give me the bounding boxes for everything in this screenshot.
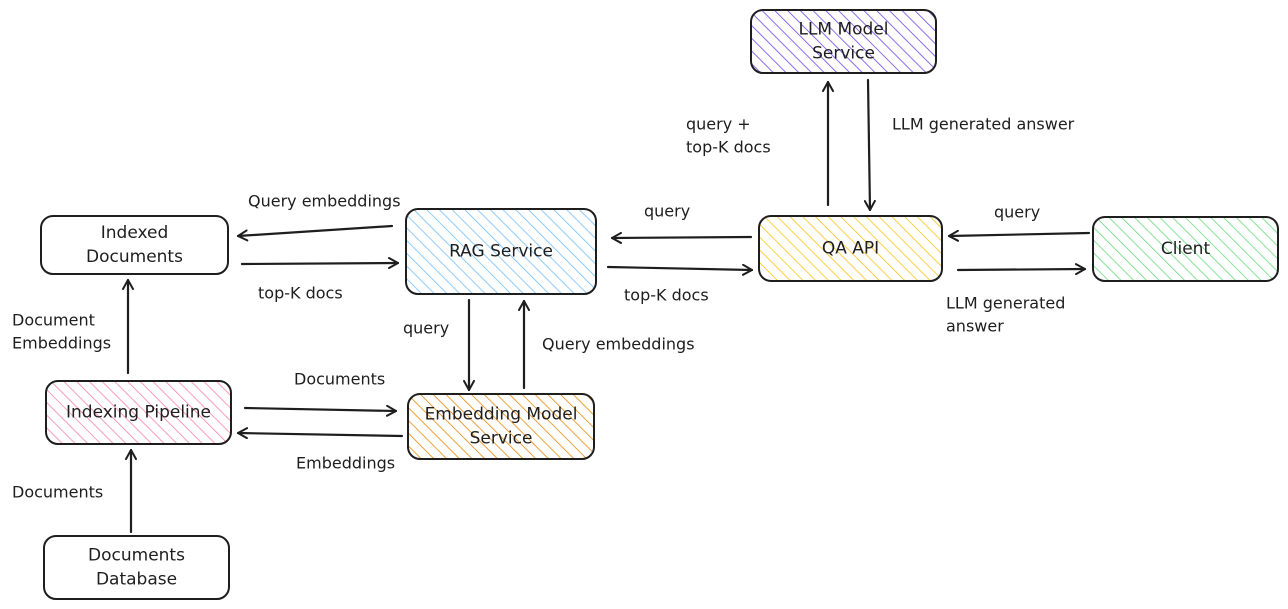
client-to-qa-label: query	[994, 203, 1040, 222]
edge-labels-layer: query + top-K docs LLM generated answer Que…	[12, 115, 1075, 502]
llm-model-service-label: Service	[812, 44, 875, 64]
indexing-pipeline-node: Indexing Pipeline	[45, 380, 232, 445]
indexed-to-rag-arrow	[240, 257, 400, 270]
qa-to-llm-label: query +	[686, 115, 751, 134]
qa-to-client-arrow	[956, 263, 1087, 276]
embedding-model-service-box	[407, 393, 595, 460]
documents-database-node: Documents Database	[43, 535, 230, 600]
edges-layer	[122, 78, 1091, 534]
client-node: Client	[1092, 216, 1279, 282]
llm-to-qa-label: LLM generated answer	[892, 115, 1075, 134]
rag-service-label: RAG Service	[449, 242, 553, 262]
qa-api-label: QA API	[822, 239, 879, 259]
indexing-pipeline-label: Indexing Pipeline	[66, 403, 211, 423]
database-to-pipeline-label: Documents	[12, 483, 103, 502]
indexed-documents-box	[40, 215, 229, 275]
embedding-to-rag-label: Query embeddings	[542, 335, 695, 354]
client-box	[1092, 216, 1279, 282]
nodes-layer: LLM Model Service Indexed Documents RAG Serv…	[40, 9, 1279, 600]
documents-database-box	[43, 535, 230, 600]
indexed-documents-label: Documents	[86, 247, 183, 267]
indexed-documents-label: Indexed	[101, 223, 169, 243]
documents-database-label: Database	[96, 570, 177, 590]
embedding-to-pipeline-label: Embeddings	[296, 454, 395, 473]
pipeline-to-indexed-label: Embeddings	[12, 334, 111, 353]
rag-to-indexed-label: Query embeddings	[248, 192, 401, 211]
rag-service-node: RAG Service	[405, 208, 597, 295]
documents-database-label: Documents	[88, 546, 185, 566]
qa-to-rag-label: query	[644, 202, 690, 221]
indexed-to-rag-label: top-K docs	[258, 284, 343, 303]
rag-to-qa-arrow	[606, 263, 754, 276]
pipeline-to-embedding-label: Documents	[294, 370, 385, 389]
pipeline-to-embedding-arrow	[243, 404, 398, 417]
qa-to-rag-arrow	[610, 231, 753, 244]
llm-model-service-label: LLM Model	[798, 20, 888, 40]
client-to-qa-arrow	[947, 229, 1091, 242]
pipeline-to-indexed-label: Document	[12, 311, 95, 330]
indexed-documents-node: Indexed Documents	[40, 215, 229, 275]
embedding-to-pipeline-arrow	[236, 427, 404, 440]
embedding-model-service-node: Embedding Model Service	[407, 393, 595, 460]
qa-to-client-label: answer	[946, 317, 1004, 336]
embedding-model-service-label: Embedding Model	[425, 405, 578, 425]
qa-to-llm-label: top-K docs	[686, 138, 771, 157]
rag-to-embedding-label: query	[403, 319, 449, 338]
llm-model-service-node: LLM Model Service	[750, 9, 937, 74]
embedding-model-service-label: Service	[470, 429, 533, 449]
indexing-pipeline-box	[45, 380, 232, 445]
client-label: Client	[1161, 239, 1211, 259]
qa-api-box	[758, 215, 943, 282]
qa-to-client-label: LLM generated	[946, 294, 1065, 313]
rag-to-qa-label: top-K docs	[624, 286, 709, 305]
llm-model-service-box	[750, 9, 937, 74]
rag-to-indexed-arrow	[236, 224, 394, 242]
llm-to-qa-arrow	[863, 78, 876, 212]
qa-api-node: QA API	[758, 215, 943, 282]
rag-service-box	[405, 208, 597, 295]
